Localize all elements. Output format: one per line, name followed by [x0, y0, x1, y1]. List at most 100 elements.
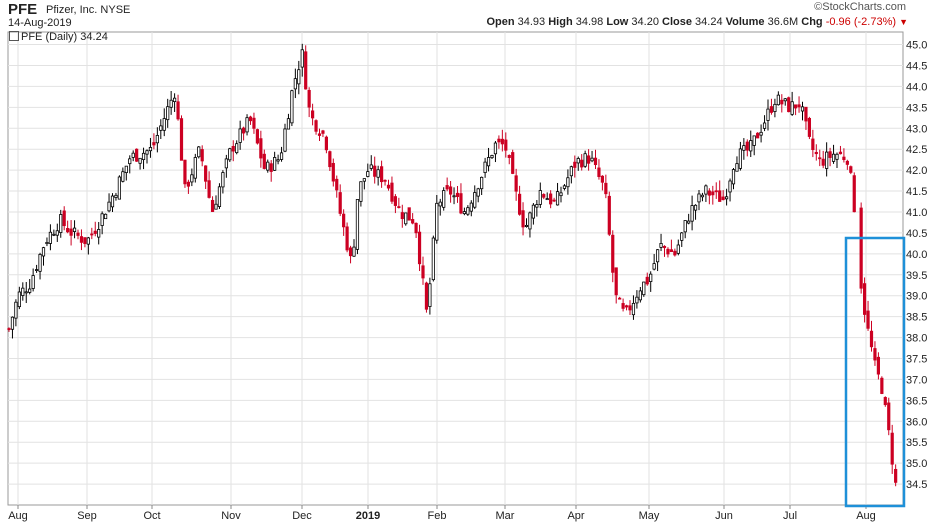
stockcharts-logo[interactable]: ©StockCharts.com	[814, 1, 906, 13]
candle-body	[186, 181, 190, 187]
y-tick-label: 43.0	[906, 123, 927, 135]
candle-body	[152, 142, 156, 146]
candle-body	[342, 213, 346, 228]
candle-body	[894, 468, 898, 483]
candle-body	[414, 222, 418, 234]
candle-body	[459, 193, 463, 214]
candle-body	[369, 164, 373, 169]
candle-body	[110, 195, 115, 208]
candle-body	[128, 158, 132, 165]
candle-body	[45, 242, 49, 245]
candle-body	[431, 237, 435, 281]
candle-body	[266, 161, 270, 171]
candle-body	[769, 106, 774, 113]
candle-body	[121, 171, 125, 182]
candle-body	[52, 233, 56, 236]
candle-body	[386, 184, 391, 189]
candle-body	[490, 155, 494, 159]
candle-body	[728, 180, 732, 193]
candle-body	[41, 247, 46, 257]
down-triangle-icon: ▼	[899, 17, 908, 27]
candle-body	[279, 152, 284, 160]
candle-body	[231, 145, 235, 152]
candle-body	[745, 141, 749, 151]
candle-body	[300, 49, 304, 68]
candle-body	[662, 245, 667, 249]
candle-body	[397, 206, 401, 209]
candle-body	[493, 142, 498, 155]
candle-body	[297, 69, 301, 85]
candle-body	[221, 172, 225, 188]
candle-body	[204, 165, 208, 182]
x-tick-label: Aug	[8, 510, 28, 522]
candle-body	[179, 118, 184, 161]
candle-body	[35, 269, 39, 271]
candle-body	[649, 273, 653, 282]
candle-body	[587, 155, 591, 164]
candle-body	[807, 117, 812, 137]
candle-body	[100, 213, 104, 226]
y-tick-label: 36.0	[906, 416, 927, 428]
candle-body	[742, 145, 746, 151]
candle-body	[683, 220, 687, 233]
candle-body	[190, 174, 194, 183]
candle-body	[638, 290, 642, 301]
candle-body	[97, 229, 101, 238]
candle-body	[462, 211, 467, 215]
candle-body	[859, 207, 863, 289]
candle-body	[445, 185, 449, 190]
candle-body	[28, 288, 32, 293]
candle-body	[435, 202, 439, 241]
x-tick-label: Sep	[77, 510, 97, 522]
candle-body	[166, 106, 170, 121]
candle-body	[286, 118, 291, 130]
candle-body	[255, 129, 260, 144]
x-tick-label: Apr	[567, 510, 584, 522]
volume-value: 36.6M	[767, 16, 799, 28]
candle-body	[752, 135, 756, 146]
candle-body	[262, 153, 266, 169]
candle-body	[348, 247, 353, 257]
candle-body	[773, 103, 777, 112]
open-value: 34.93	[517, 16, 546, 28]
candle-body	[542, 194, 546, 198]
candle-body	[86, 237, 90, 245]
y-tick-label: 40.5	[906, 228, 927, 240]
plot-frame	[7, 31, 904, 506]
candle-body	[794, 104, 798, 109]
candle-body	[10, 316, 15, 330]
candle-body	[597, 167, 601, 177]
candle-body	[652, 263, 656, 270]
candle-body	[483, 161, 487, 173]
candle-body	[666, 248, 670, 255]
candle-body	[355, 199, 360, 250]
candle-body	[269, 163, 273, 172]
candle-body	[328, 151, 332, 168]
y-tick-label: 42.5	[906, 144, 927, 156]
candle-body	[455, 192, 460, 198]
chg-label: Chg	[801, 16, 823, 28]
candle-body	[135, 148, 139, 162]
candle-body	[376, 169, 380, 178]
candle-body	[338, 192, 342, 214]
low-label: Low	[606, 16, 629, 28]
candle-body	[207, 180, 211, 198]
candle-body	[759, 131, 763, 136]
candle-body	[362, 178, 366, 182]
candle-body	[669, 249, 674, 253]
candle-body	[635, 296, 639, 304]
candle-body	[735, 163, 739, 172]
x-tick-label: Jun	[715, 510, 733, 522]
candle-body	[511, 152, 515, 174]
candle-body	[259, 138, 263, 159]
x-tick-label: Jul	[783, 510, 797, 522]
candle-body	[624, 305, 629, 308]
candle-body	[869, 330, 874, 348]
candle-body	[393, 196, 398, 206]
candle-body	[535, 204, 539, 208]
symbol: PFE	[8, 1, 38, 18]
candle-body	[214, 203, 218, 210]
candle-body	[273, 157, 277, 171]
candle-body	[241, 127, 246, 134]
